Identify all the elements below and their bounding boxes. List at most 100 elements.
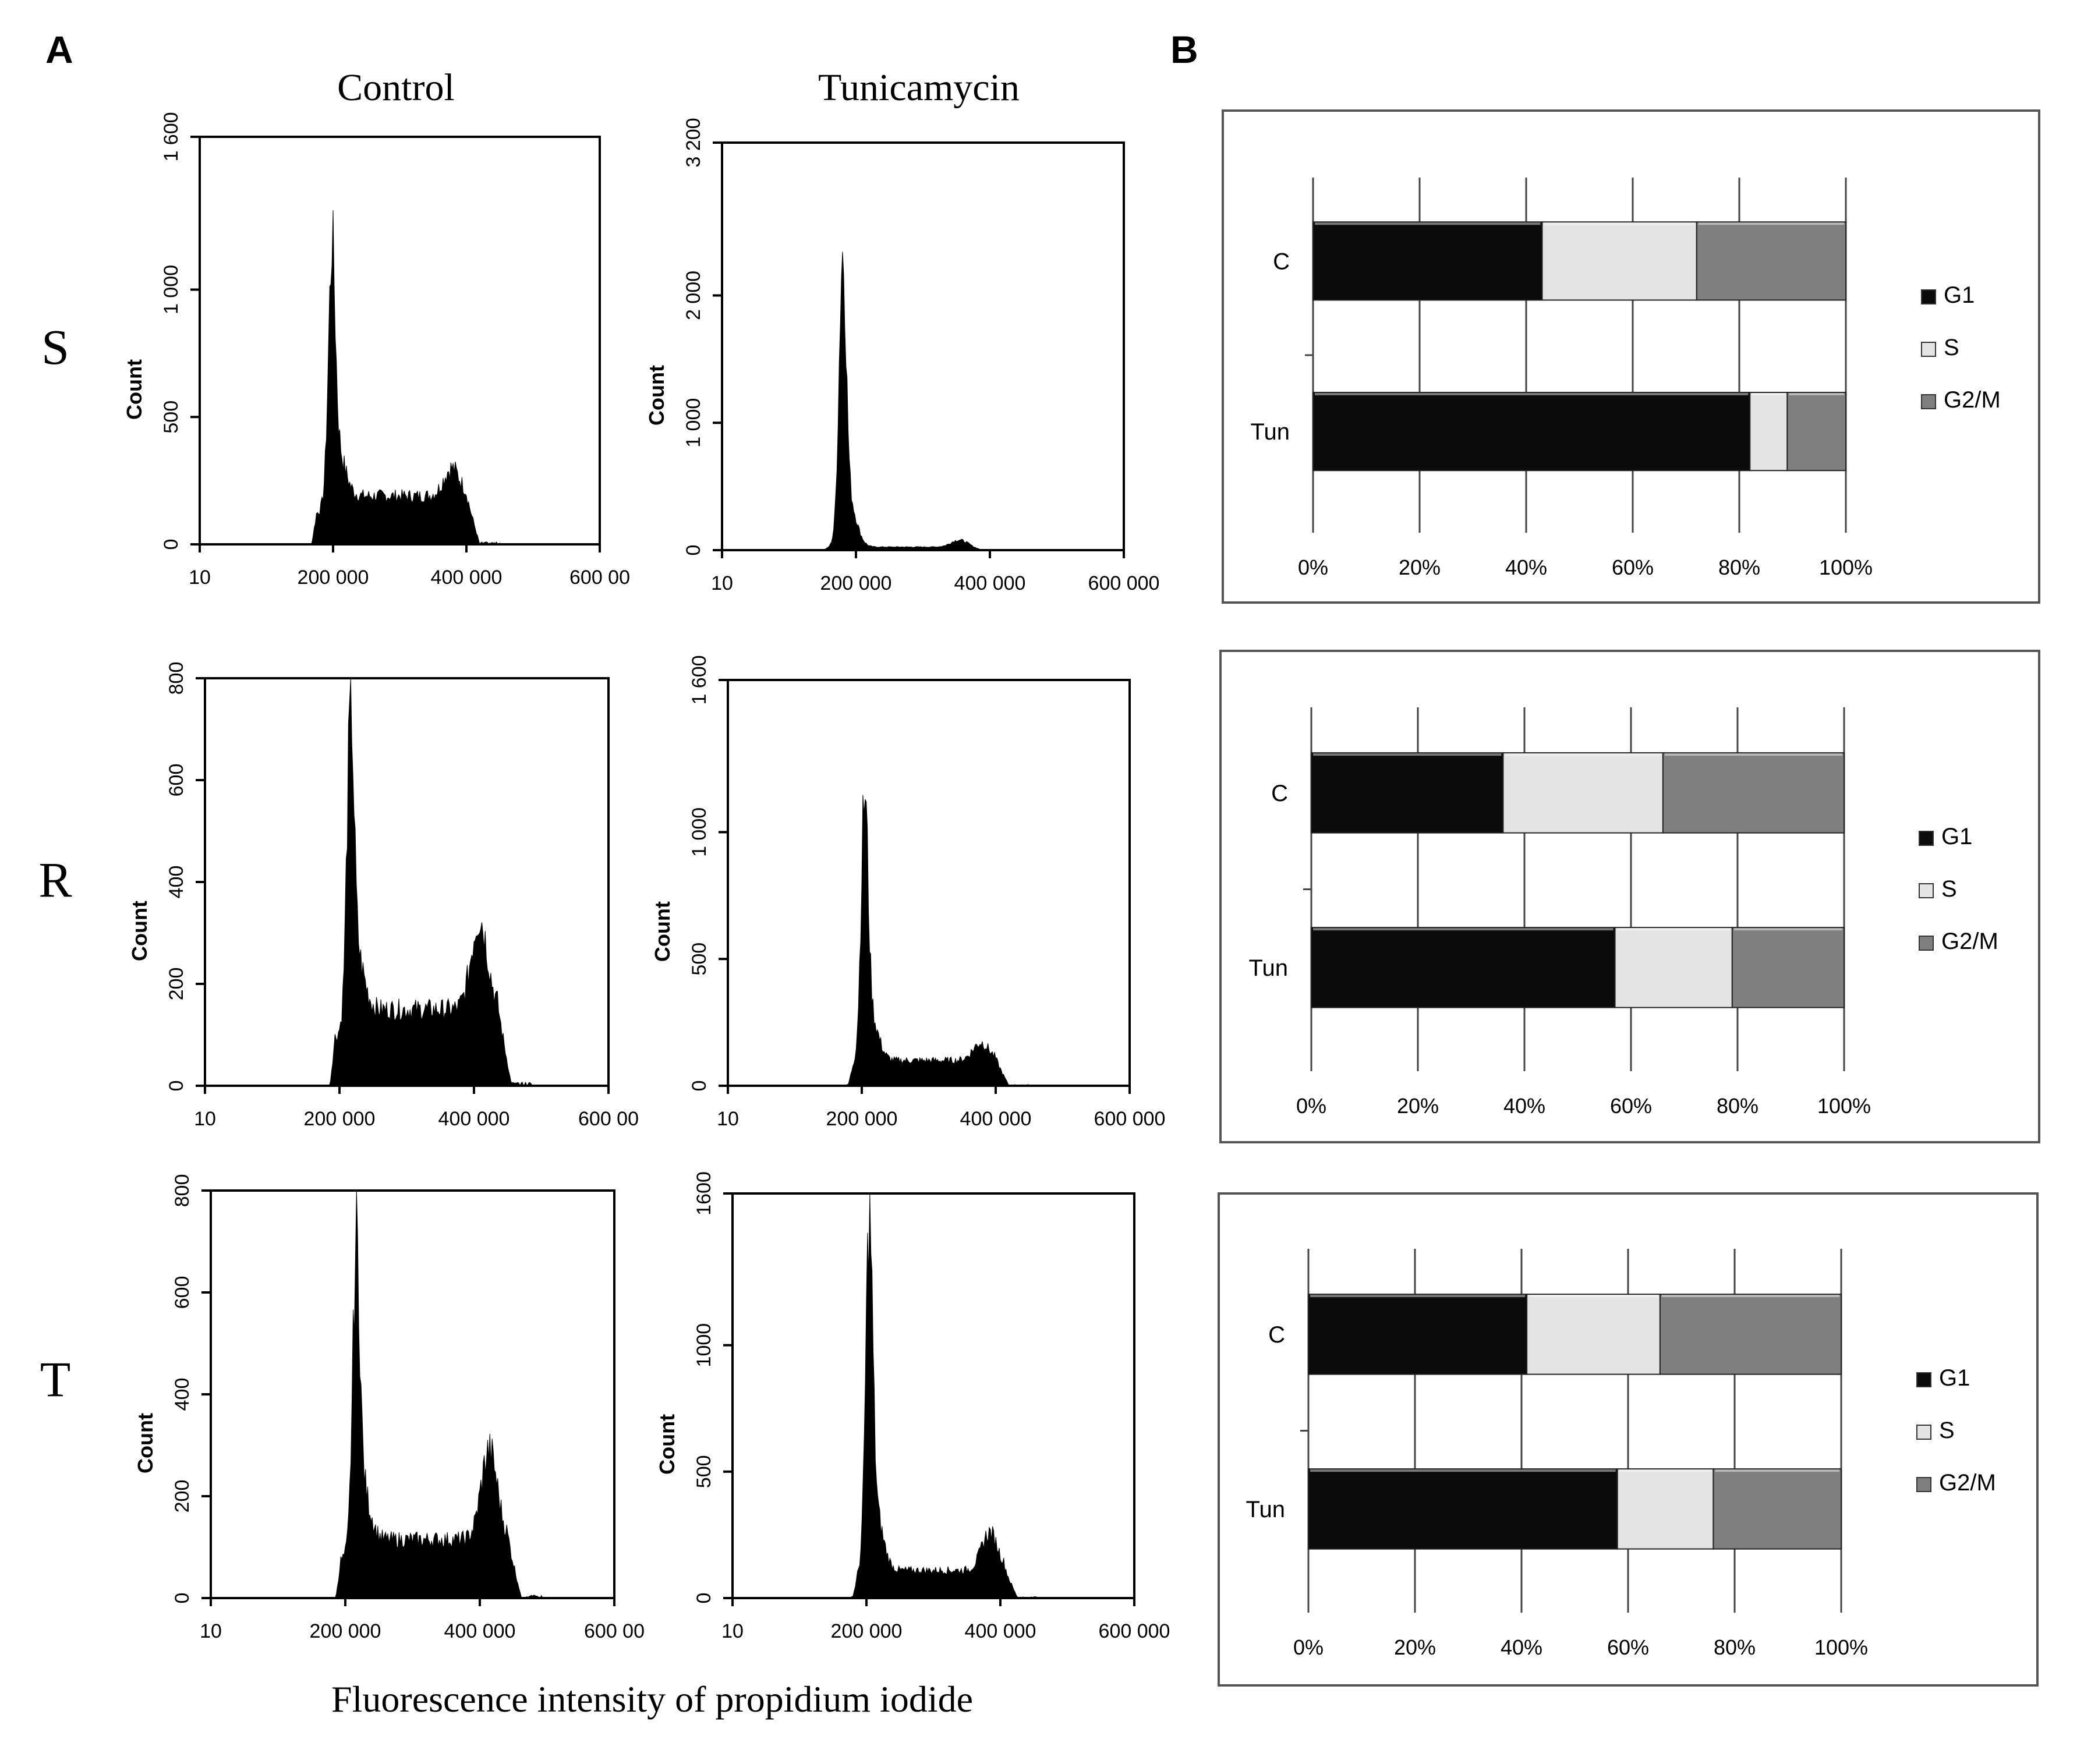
category-label: Tun: [1246, 1497, 1285, 1522]
legend-swatch-s: [1916, 1425, 1931, 1440]
histogram-T-control: 0 200 400 600 800 10 200 000 400 000 600 00 Count: [133, 1174, 645, 1642]
bar-s-tun: [1749, 392, 1788, 472]
column-header-control: Control: [337, 66, 455, 109]
category-label: C: [1271, 781, 1288, 806]
y-tick-label: 1 000: [682, 398, 705, 448]
y-tick-label: 0: [160, 539, 182, 550]
chart-frame: [1222, 109, 2040, 604]
legend-label: G1: [1939, 1365, 1970, 1391]
stacked-bar-chart-B-R: 0% 20% 40% 60% 80% 100% C Tun G1 S G2/M: [1219, 650, 2040, 1143]
y-tick-label: 2 000: [682, 271, 705, 320]
y-tick-label: 1 600: [160, 112, 182, 161]
bar-g2m-tun: [1713, 1468, 1842, 1550]
x-tick-label: 10: [189, 566, 211, 589]
x-tick-label: 60%: [1612, 555, 1654, 579]
x-tick-label: 0%: [1298, 555, 1328, 579]
x-tick-label: 400 000: [438, 1108, 510, 1130]
histogram-bars: [728, 795, 1130, 1086]
x-tick-label: 400 000: [954, 572, 1026, 594]
legend-swatch-g2m: [1921, 394, 1936, 409]
y-axis-label: Count: [128, 901, 151, 961]
legend-label: G2/M: [1941, 929, 1998, 954]
x-tick-label: 40%: [1501, 1635, 1542, 1659]
x-tick-label: 200 000: [826, 1108, 898, 1130]
bar-g2m-tun: [1731, 927, 1845, 1008]
plot-frame: [731, 1192, 1135, 1599]
histogram-R-control: 0 200 400 600 800 10 200 000 400 000 600 00 Count: [128, 662, 639, 1130]
panel-b-label: B: [1170, 28, 1198, 71]
stacked-bar-chart-B-T: 0% 20% 40% 60% 80% 100% C Tun G1 S G2/M: [1218, 1192, 2039, 1687]
y-tick-label: 400: [165, 866, 187, 899]
x-tick-label: 0%: [1296, 1094, 1326, 1118]
x-tick-label: 20%: [1397, 1094, 1439, 1118]
x-tick-label: 200 000: [310, 1620, 381, 1642]
x-axis-title: Fluorescence intensity of propidium iodi…: [331, 1678, 973, 1720]
bar-g1-tun: [1311, 927, 1616, 1008]
x-tick-label: 100%: [1819, 555, 1873, 579]
legend-label: G1: [1944, 282, 1975, 308]
bar-s-c: [1502, 752, 1664, 834]
y-axis-label: Count: [122, 359, 146, 420]
plot-frame: [210, 1189, 615, 1599]
x-tick-label: 400 000: [965, 1620, 1036, 1642]
y-tick-label: 0: [682, 545, 705, 556]
x-tick-label: 200 000: [304, 1108, 376, 1130]
category-label: Tun: [1249, 955, 1288, 981]
row-label-s: S: [41, 319, 69, 375]
y-tick-label: 200: [171, 1480, 193, 1513]
legend-label: G1: [1941, 824, 1972, 849]
x-tick-label: 10: [194, 1108, 216, 1130]
y-tick-label: 400: [171, 1378, 193, 1411]
x-tick-label: 60%: [1610, 1094, 1652, 1118]
y-tick-label: 600: [171, 1276, 193, 1309]
bar-g1-c: [1312, 221, 1543, 301]
y-tick-label: 800: [165, 662, 187, 695]
bar-g1-c: [1311, 752, 1504, 834]
x-tick-label: 400 000: [431, 566, 503, 589]
y-tick-label: 3 200: [682, 118, 705, 167]
y-axis-label: Count: [645, 365, 668, 426]
y-tick-label: 600: [165, 764, 187, 797]
y-tick-label: 1600: [693, 1171, 715, 1216]
x-tick-label: 60%: [1607, 1635, 1649, 1659]
legend-label: G2/M: [1944, 387, 2001, 413]
bar-s-tun: [1616, 1468, 1714, 1550]
x-tick-label: 600 00: [578, 1108, 639, 1130]
row-label-t: T: [40, 1351, 71, 1407]
y-tick-label: 500: [688, 943, 710, 976]
histogram-S-control: 0 500 1 000 1 600 10 200 000 400 000 600 00 Coun…: [122, 112, 630, 589]
chart-frame: [1219, 650, 2040, 1143]
row-label-r: R: [38, 852, 72, 908]
legend-label: S: [1941, 876, 1957, 902]
histogram-bars: [211, 1190, 614, 1599]
x-tick-label: 40%: [1505, 555, 1547, 579]
legend-swatch-g1: [1919, 831, 1934, 846]
legend-label: S: [1939, 1418, 1955, 1443]
x-tick-label: 10: [711, 572, 733, 594]
histogram-bars: [200, 210, 600, 546]
x-tick-label: 200 000: [820, 572, 892, 594]
legend-swatch-s: [1921, 342, 1936, 357]
panel-a-label: A: [45, 28, 73, 71]
x-tick-label: 80%: [1717, 1094, 1759, 1118]
bar-g2m-c: [1659, 1294, 1842, 1375]
legend-swatch-g1: [1916, 1372, 1931, 1387]
x-tick-label: 80%: [1718, 555, 1760, 579]
stacked-bar-chart-B-S: 0% 20% 40% 60% 80% 100% C Tun G1 S G2/M: [1222, 109, 2040, 604]
x-tick-label: 400 000: [444, 1620, 516, 1642]
bar-g1-tun: [1312, 392, 1751, 472]
y-tick-label: 0: [171, 1593, 193, 1604]
histogram-T-tun: 0 500 1000 1600 10 200 000 400 000 600 000 Count: [655, 1171, 1170, 1642]
y-tick-label: 200: [165, 968, 187, 1001]
bar-s-c: [1541, 221, 1697, 301]
y-tick-label: 1 000: [160, 265, 182, 314]
y-axis-label: Count: [650, 901, 674, 962]
y-tick-label: 500: [693, 1455, 715, 1488]
bar-g1-c: [1308, 1294, 1528, 1375]
x-tick-label: 600 000: [1088, 572, 1160, 594]
column-header-tunicamycin: Tunicamycin: [818, 66, 1020, 109]
y-tick-label: 800: [171, 1174, 193, 1207]
histogram-bars: [733, 1193, 1134, 1599]
